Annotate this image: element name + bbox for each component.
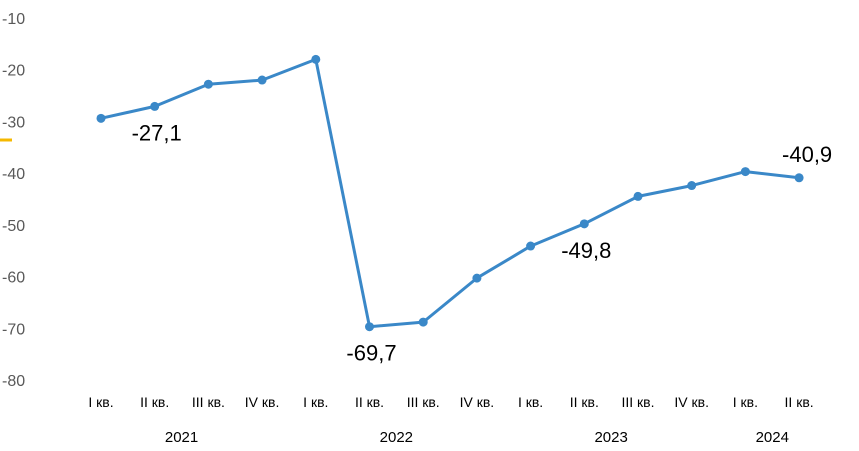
y-axis: -10 -20 -30 -40 -50 -60 -70 -80	[2, 11, 25, 390]
x-tick-label: IV кв.	[245, 394, 280, 410]
x-axis: I кв. II кв. III кв. IV кв. I кв. II кв. III к…	[88, 394, 813, 410]
year-label: 2024	[756, 429, 789, 446]
data-point	[418, 317, 428, 327]
x-tick-label: III кв.	[192, 394, 225, 410]
data-label: -49,8	[561, 238, 611, 263]
x-tick-label: II кв.	[570, 394, 599, 410]
data-point	[794, 173, 804, 183]
data-point	[526, 241, 536, 251]
data-point	[687, 181, 697, 191]
year-label: 2021	[165, 429, 198, 446]
y-tick-label: -60	[2, 270, 25, 287]
data-label: -69,7	[346, 341, 396, 366]
y-tick-label: -20	[2, 63, 25, 80]
y-tick-label: -30	[2, 114, 25, 131]
data-point	[579, 219, 589, 229]
data-point	[150, 101, 160, 111]
data-point	[203, 79, 213, 89]
x-tick-label: II кв.	[785, 394, 814, 410]
year-axis: 2021 2022 2023 2024	[165, 429, 789, 446]
x-tick-label: I кв.	[518, 394, 543, 410]
x-tick-label: IV кв.	[460, 394, 495, 410]
x-tick-label: I кв.	[303, 394, 328, 410]
x-tick-label: IV кв.	[674, 394, 709, 410]
data-point	[633, 191, 643, 201]
data-point	[365, 322, 374, 332]
data-label: -27,1	[132, 120, 182, 145]
year-label: 2023	[594, 429, 627, 446]
y-tick-label: -70	[2, 321, 25, 338]
x-tick-label: II кв.	[355, 394, 384, 410]
data-point	[472, 273, 482, 283]
y-tick-label: -10	[2, 11, 25, 28]
y-tick-label: -80	[2, 373, 25, 390]
data-point	[740, 167, 750, 177]
data-label: -40,9	[782, 142, 832, 167]
series-line	[100, 57, 800, 329]
data-point	[311, 54, 321, 64]
series-group	[96, 54, 804, 332]
data-point	[257, 75, 267, 85]
x-tick-label: II кв.	[140, 394, 169, 410]
data-labels: -27,1 -69,7 -49,8 -40,9	[132, 120, 833, 365]
x-tick-label: III кв.	[407, 394, 440, 410]
x-tick-label: I кв.	[733, 394, 758, 410]
x-tick-label: I кв.	[88, 394, 113, 410]
x-tick-label: III кв.	[621, 394, 654, 410]
y-tick-label: -50	[2, 218, 25, 235]
year-label: 2022	[380, 429, 413, 446]
y-tick-label: -40	[2, 166, 25, 183]
data-point	[96, 113, 106, 123]
